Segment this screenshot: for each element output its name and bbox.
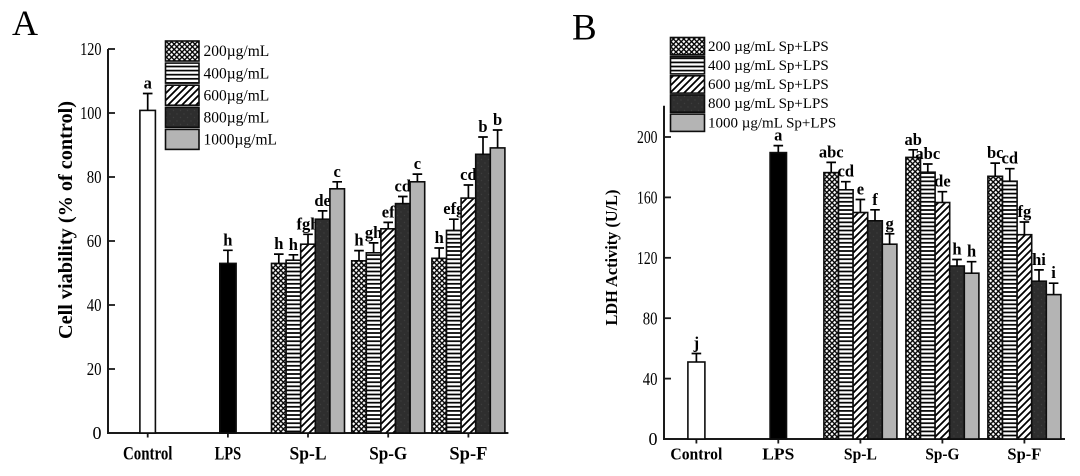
svg-text:1000µg/mL: 1000µg/mL: [204, 132, 278, 149]
svg-text:800 µg/mL Sp+LPS: 800 µg/mL Sp+LPS: [708, 96, 829, 112]
svg-text:h: h: [967, 242, 976, 261]
svg-text:LPS: LPS: [762, 445, 794, 464]
svg-text:Sp-F: Sp-F: [449, 445, 487, 465]
svg-text:80: 80: [87, 167, 102, 187]
svg-text:abc: abc: [915, 144, 940, 163]
svg-text:gh: gh: [365, 223, 382, 242]
svg-text:40: 40: [643, 369, 658, 389]
svg-text:Control: Control: [670, 445, 722, 464]
svg-text:e: e: [857, 180, 864, 199]
svg-text:bc: bc: [987, 143, 1004, 162]
svg-text:fgh: fgh: [297, 214, 320, 233]
svg-text:200µg/mL: 200µg/mL: [204, 43, 270, 60]
svg-text:h: h: [354, 231, 363, 250]
svg-text:LDH Activity (U/L): LDH Activity (U/L): [602, 190, 621, 326]
svg-text:200: 200: [637, 127, 658, 147]
svg-text:Sp-G: Sp-G: [925, 445, 959, 464]
svg-text:400µg/mL: 400µg/mL: [204, 65, 270, 82]
svg-text:a: a: [144, 74, 152, 93]
svg-text:600µg/mL: 600µg/mL: [204, 87, 270, 104]
svg-text:200 µg/mL Sp+LPS: 200 µg/mL Sp+LPS: [708, 39, 829, 55]
svg-text:0: 0: [93, 423, 102, 443]
svg-text:Sp-F: Sp-F: [1007, 445, 1041, 464]
svg-text:120: 120: [80, 39, 101, 59]
svg-text:h: h: [223, 230, 232, 249]
svg-text:fg: fg: [1018, 202, 1032, 221]
svg-text:de: de: [314, 191, 331, 210]
svg-text:0: 0: [649, 429, 658, 449]
svg-text:LPS: LPS: [215, 445, 242, 465]
svg-text:Sp-G: Sp-G: [369, 445, 407, 465]
svg-text:efg: efg: [443, 199, 465, 218]
svg-text:b: b: [493, 110, 502, 129]
svg-text:h: h: [274, 234, 283, 253]
svg-text:ef: ef: [382, 202, 395, 221]
svg-text:cd: cd: [460, 165, 477, 184]
svg-text:h: h: [435, 228, 444, 247]
svg-text:Sp-L: Sp-L: [844, 445, 877, 464]
svg-text:Sp-L: Sp-L: [290, 445, 327, 465]
svg-text:40: 40: [87, 295, 102, 315]
svg-text:20: 20: [87, 359, 102, 379]
svg-text:A: A: [12, 3, 38, 43]
svg-text:ab: ab: [904, 130, 921, 149]
svg-text:100: 100: [80, 103, 101, 123]
svg-text:1000 µg/mL Sp+LPS: 1000 µg/mL Sp+LPS: [708, 115, 836, 131]
svg-text:400 µg/mL Sp+LPS: 400 µg/mL Sp+LPS: [708, 58, 829, 74]
svg-text:f: f: [872, 190, 878, 209]
svg-text:h: h: [289, 235, 298, 254]
svg-text:c: c: [334, 162, 341, 181]
svg-text:80: 80: [643, 308, 658, 328]
svg-text:g: g: [885, 214, 894, 233]
svg-text:hi: hi: [1032, 250, 1046, 269]
svg-text:600 µg/mL Sp+LPS: 600 µg/mL Sp+LPS: [708, 77, 829, 93]
svg-text:Control: Control: [123, 445, 173, 465]
svg-text:abc: abc: [819, 142, 844, 161]
svg-text:800µg/mL: 800µg/mL: [204, 110, 270, 127]
svg-text:i: i: [1051, 263, 1056, 282]
svg-text:j: j: [693, 334, 700, 353]
svg-text:de: de: [934, 172, 951, 191]
svg-text:60: 60: [87, 231, 102, 251]
svg-text:cd: cd: [838, 162, 855, 181]
svg-text:b: b: [478, 117, 487, 136]
svg-text:Cell viability (% of control): Cell viability (% of control): [56, 101, 77, 339]
svg-text:c: c: [414, 154, 421, 173]
svg-text:cd: cd: [395, 177, 412, 196]
svg-text:160: 160: [637, 188, 658, 208]
svg-text:B: B: [572, 8, 597, 49]
svg-text:h: h: [952, 240, 961, 259]
svg-text:120: 120: [637, 248, 658, 268]
svg-text:cd: cd: [1002, 149, 1019, 168]
svg-text:a: a: [774, 126, 782, 145]
